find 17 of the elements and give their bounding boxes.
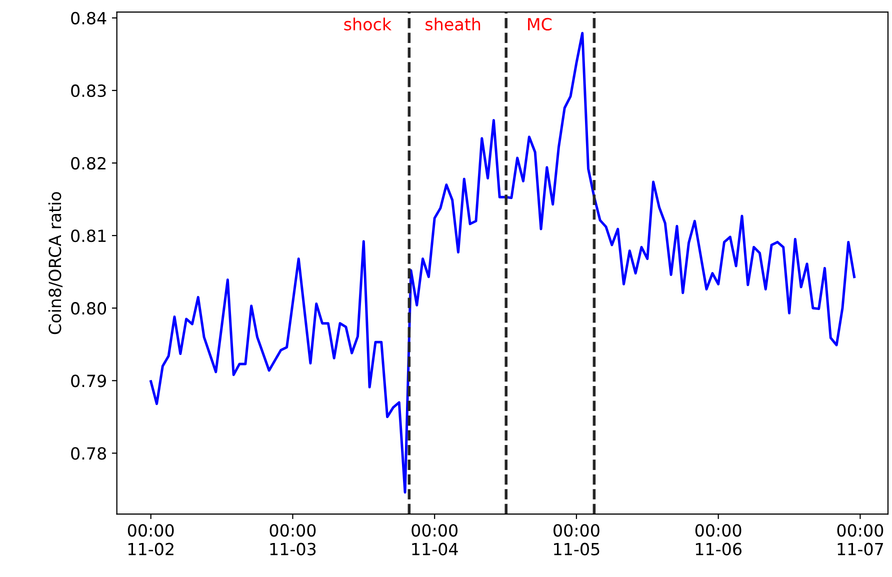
x-tick-label: 00:00 11-04 (412, 524, 458, 556)
y-tick-label: 0.78 (71, 447, 106, 460)
x-tick-label: 00:00 11-07 (837, 524, 884, 556)
annotation: MC (528, 18, 552, 31)
y-tick-label: 0.83 (71, 84, 106, 98)
annotation: shock (344, 18, 392, 31)
y-tick-label: 0.84 (71, 12, 106, 24)
annotation: sheath (426, 18, 480, 31)
y-axis-title: Coin8/ORCA ratio (48, 192, 63, 334)
x-tick-label: 00:00 11-05 (554, 524, 600, 556)
y-tick-label: 0.80 (71, 302, 106, 315)
x-tick-label: 00:00 11-06 (695, 524, 742, 556)
x-tick-label: 00:00 11-03 (270, 524, 316, 556)
y-tick-label: 0.79 (71, 374, 106, 388)
y-tick-label: 0.81 (71, 230, 106, 242)
x-tick-label: 00:00 11-02 (128, 524, 174, 556)
y-tick-label: 0.82 (71, 156, 106, 170)
